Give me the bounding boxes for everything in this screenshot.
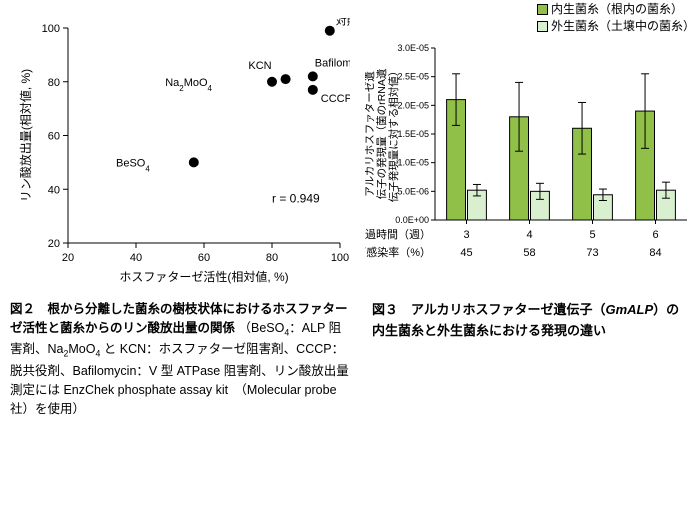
svg-text:1.0E-05: 1.0E-05 [397,158,429,168]
legend-row-2: 外生菌糸（土壌中の菌糸） [531,17,695,34]
legend-row-1: 内生菌糸（根内の菌糸） [531,0,695,17]
svg-text:CCCP: CCCP [321,93,350,105]
svg-text:アルカリホスファターゼ遺: アルカリホスファターゼ遺 [365,71,376,197]
fig2-caption-body: （BeSO4：ALP 阻害剤、Na2MoO4 と KCN：ホスファターゼ阻害剤、… [10,321,349,416]
svg-text:対照(100%): 対照(100%) [336,18,350,28]
svg-text:20: 20 [62,252,74,264]
svg-text:リン酸放出量(相対値, %): リン酸放出量(相対値, %) [18,69,33,202]
fig2-scatter-chart: 20 40 60 80 100 20 40 60 80 100 ホスファターゼ活性(相対値, %) リ… [10,18,350,288]
fig3-caption: 図３ アルカリホスファターゼ遺伝子（GmALP）の内生菌糸と外生菌糸における発現… [372,300,692,342]
svg-text:40: 40 [48,184,60,196]
svg-text:伝子の発現量（菌のrRNA遺: 伝子の発現量（菌のrRNA遺 [375,68,388,199]
svg-text:6: 6 [652,229,658,241]
svg-text:r = 0.949: r = 0.949 [272,192,320,206]
svg-text:80: 80 [266,252,278,264]
fig3-gene-name: GmALP [605,302,653,317]
svg-text:Bafilomycin: Bafilomycin [315,57,350,69]
svg-text:58: 58 [523,247,535,259]
svg-text:80: 80 [48,77,60,89]
svg-text:KCN: KCN [248,60,271,72]
svg-text:2.5E-05: 2.5E-05 [397,72,429,82]
svg-text:60: 60 [48,131,60,143]
svg-text:0.0E+00: 0.0E+00 [395,215,429,225]
svg-text:1.5E-05: 1.5E-05 [397,129,429,139]
svg-text:Na2MoO4: Na2MoO4 [165,77,212,93]
svg-text:BeSO4: BeSO4 [116,157,150,173]
fig3-caption-pre: 図３ アルカリホスファターゼ遺伝子（ [372,302,605,317]
fig3-legend: 内生菌糸（根内の菌糸） 外生菌糸（土壌中の菌糸） [531,0,695,34]
svg-text:20: 20 [48,238,60,250]
svg-text:60: 60 [198,252,210,264]
legend-label-1: 内生菌糸（根内の菌糸） [551,2,683,16]
svg-text:接種後経過時間（週）: 接種後経過時間（週） [365,227,431,241]
svg-text:100: 100 [42,23,60,35]
svg-text:5: 5 [589,229,595,241]
fig3-bar-chart: 内生菌糸（根内の菌糸） 外生菌糸（土壌中の菌糸） 0.0E+00 5.0E-06 1… [365,0,695,288]
fig3-svg: 0.0E+00 5.0E-06 1.0E-05 1.5E-05 2.0E-05 2.5E-… [365,0,695,288]
svg-text:45: 45 [460,247,472,259]
legend-label-2: 外生菌糸（土壌中の菌糸） [551,19,695,33]
svg-text:3.0E-05: 3.0E-05 [397,43,429,53]
svg-text:3: 3 [463,229,469,241]
svg-text:84: 84 [649,247,661,259]
fig2-caption: 図２ 根から分離した菌糸の樹枝状体におけるホスファターゼ活性と菌糸からのリン酸放… [10,300,350,420]
svg-text:2.0E-05: 2.0E-05 [397,100,429,110]
svg-text:5.0E-06: 5.0E-06 [397,186,429,196]
svg-text:73: 73 [586,247,598,259]
svg-text:100: 100 [331,252,349,264]
svg-text:伝子発現量に対する相対値）: 伝子発現量に対する相対値） [387,66,400,203]
fig2-svg: 20 40 60 80 100 20 40 60 80 100 ホスファターゼ活性(相対値, %) リ… [10,18,350,288]
svg-text:4: 4 [526,229,532,241]
svg-text:ホスファターゼ活性(相対値, %): ホスファターゼ活性(相対値, %) [119,269,288,284]
svg-text:40: 40 [130,252,142,264]
svg-text:菌根菌感染率（%）: 菌根菌感染率（%） [365,245,431,259]
